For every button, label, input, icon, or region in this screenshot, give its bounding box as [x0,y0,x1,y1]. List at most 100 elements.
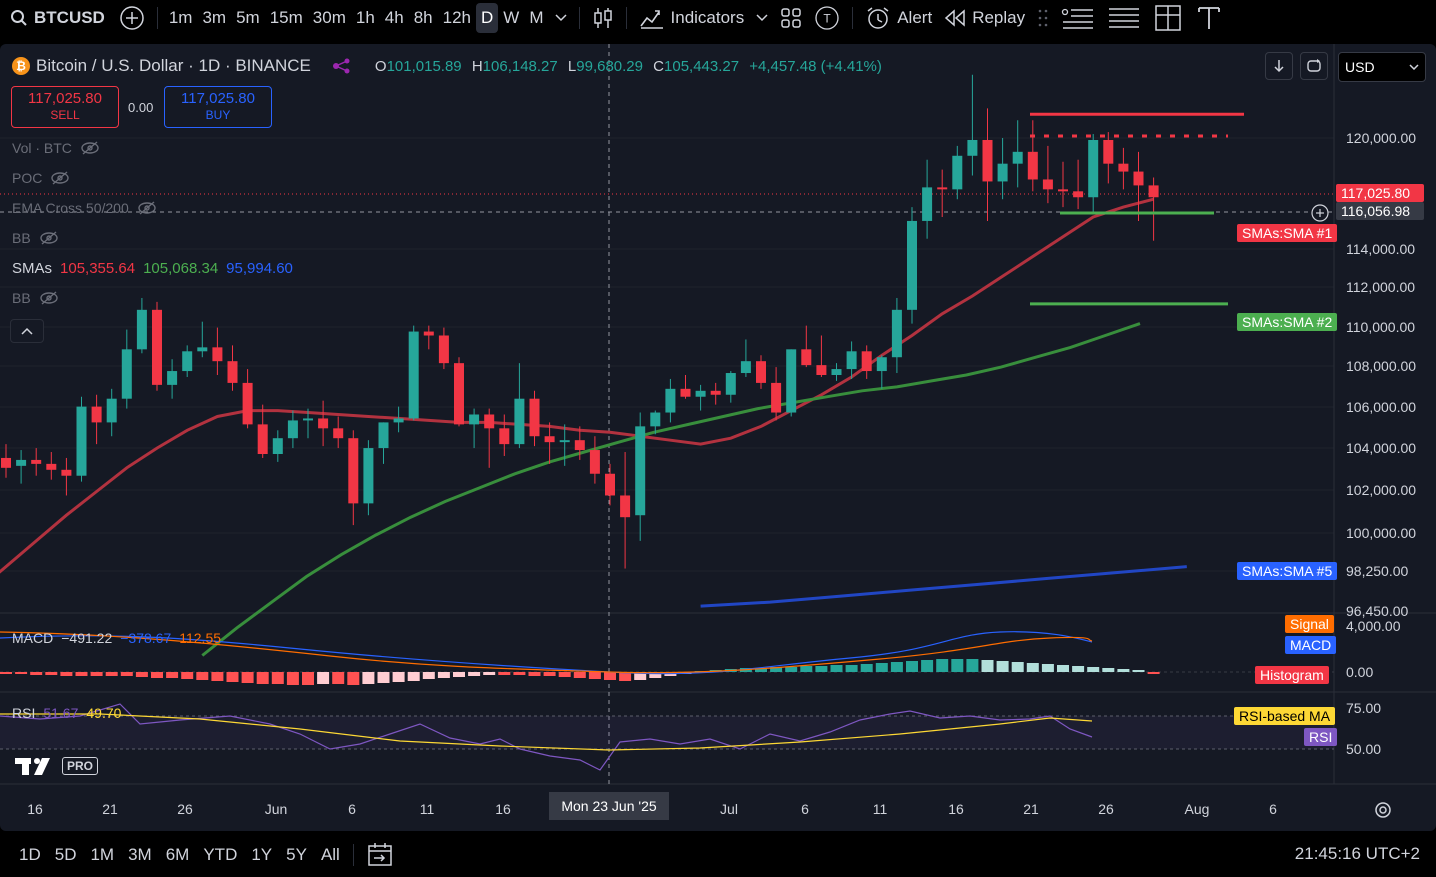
interval-15m[interactable]: 15m [269,8,303,27]
macd-histogram-bar [1087,667,1100,672]
templates-button[interactable]: T [808,3,846,33]
sell-button[interactable]: 117,025.80 SELL [11,86,119,128]
indicator-bb[interactable]: BB [12,230,59,246]
macd-histogram-bar [845,665,858,672]
range-group: 1D 5D 1M 3M 6M YTD 1Y 5Y All [0,845,347,865]
interval-12h[interactable]: 12h [442,8,472,27]
chart-canvas[interactable] [0,44,1436,831]
buy-button[interactable]: 117,025.80 BUY [164,86,272,128]
crosshair-price-tag: 116,056.98 [1336,202,1424,220]
candle-body [1103,139,1114,164]
range-5d[interactable]: 5D [54,845,77,864]
candle-body [136,309,147,350]
symbol-title[interactable]: Bitcoin / U.S. Dollar · 1D · BINANCE [36,56,311,75]
range-3m[interactable]: 3M [128,845,152,864]
currency-select[interactable]: USD [1338,52,1426,82]
interval-W[interactable]: W [503,8,520,27]
time-axis-label: 6 [1269,801,1277,817]
candle-body [227,361,238,383]
range-ytd[interactable]: YTD [203,845,238,864]
eye-off-icon[interactable] [137,201,157,215]
chart-legend: ₿ Bitcoin / U.S. Dollar · 1D · BINANCE O… [12,56,882,76]
horizontal-lines-button[interactable] [1101,3,1147,33]
compare-symbol-button[interactable] [113,3,151,33]
add-alert-crosshair-button[interactable] [1310,203,1330,228]
search-icon [11,10,27,26]
candle-body [680,388,691,397]
indicator-poc[interactable]: POC [12,170,70,186]
layouts-button[interactable] [774,3,808,33]
candle-body [891,309,902,358]
symbol-search-button[interactable]: BTCUSD [0,8,113,28]
interval-5m[interactable]: 5m [236,8,260,27]
macd-histogram-bar [347,672,360,685]
reset-chart-button[interactable] [1300,52,1328,80]
interval-8h[interactable]: 8h [413,8,433,27]
chart-type-button[interactable] [586,3,620,33]
range-all[interactable]: All [320,845,340,864]
range-1m[interactable]: 1M [90,845,115,864]
indicator-ema-cross[interactable]: EMA Cross 50/200 [12,200,157,216]
macd-histogram-bar [936,659,949,672]
eye-off-icon[interactable] [39,291,59,305]
tradingview-logo[interactable]: PRO [14,754,99,778]
chart-panel[interactable]: ₿ Bitcoin / U.S. Dollar · 1D · BINANCE O… [0,44,1436,831]
interval-3m[interactable]: 3m [202,8,227,27]
text-tool-button[interactable] [1189,3,1229,33]
replay-button[interactable]: Replay [938,3,1031,33]
chevron-down-icon [1409,64,1419,70]
scroll-to-latest-button[interactable] [1265,52,1293,80]
collapse-legend-button[interactable] [10,319,44,343]
macd-histogram-bar [60,672,73,676]
interval-D[interactable]: D [476,3,499,33]
time-axis-label: 11 [419,801,435,817]
macd-histogram-bar [588,672,601,679]
eye-off-icon[interactable] [80,141,100,155]
interval-1h[interactable]: 1h [355,8,375,27]
macd-histogram-bar [392,672,405,682]
range-1d[interactable]: 1D [19,845,41,864]
candle-body [318,418,329,429]
macd-histogram-bar [558,672,571,677]
layout-split-button[interactable] [1147,3,1189,33]
macd-histogram-bar [966,659,979,672]
indicator-bb-2[interactable]: BB [12,290,59,306]
interval-1m[interactable]: 1m [168,8,193,27]
macd-histogram-bar [770,667,783,672]
data-source-icon[interactable] [331,57,353,75]
ohlc-values: O101,015.89 H106,148.27 L99,680.29 C105,… [375,58,882,75]
interval-30m[interactable]: 30m [312,8,346,27]
smas-label: SMAs [12,260,53,277]
candle-body [1058,189,1068,192]
eye-off-icon[interactable] [50,171,70,185]
chart-settings-button[interactable] [1373,800,1393,825]
range-6m[interactable]: 6M [165,845,190,864]
macd-histogram-bar [619,672,632,681]
macd-histogram-bar [271,672,284,684]
watchlist-button[interactable] [1055,3,1101,33]
indicators-dropdown-button[interactable] [750,3,774,33]
rsi-tag: RSI [1304,728,1338,746]
eye-off-icon[interactable] [39,231,59,245]
candle-body [831,369,842,375]
range-1y[interactable]: 1Y [251,845,273,864]
buy-label: BUY [205,108,231,122]
current-price-tag: 117,025.80 [1336,184,1424,202]
toolbar-divider [156,7,158,29]
interval-4h[interactable]: 4h [384,8,404,27]
candle-body [756,361,766,383]
indicator-smas[interactable]: SMAs 105,355.64 105,068.34 95,994.60 [12,260,293,277]
indicators-button[interactable]: Indicators [633,3,751,33]
macd-histogram-bar [1147,672,1160,674]
drag-handle[interactable] [1031,3,1055,33]
range-5y[interactable]: 5Y [286,845,307,864]
date-range-button[interactable] [360,840,400,870]
candle-body [771,382,782,413]
indicator-vol[interactable]: Vol · BTC [12,140,100,156]
interval-M[interactable]: M [529,8,544,27]
alert-button[interactable]: Alert [859,3,938,33]
interval-dropdown-button[interactable] [549,3,573,33]
clock-timezone[interactable]: 21:45:16 UTC+2 [1294,844,1420,863]
candle-body [740,361,751,374]
price-axis-label: 120,000.00 [1346,130,1417,146]
